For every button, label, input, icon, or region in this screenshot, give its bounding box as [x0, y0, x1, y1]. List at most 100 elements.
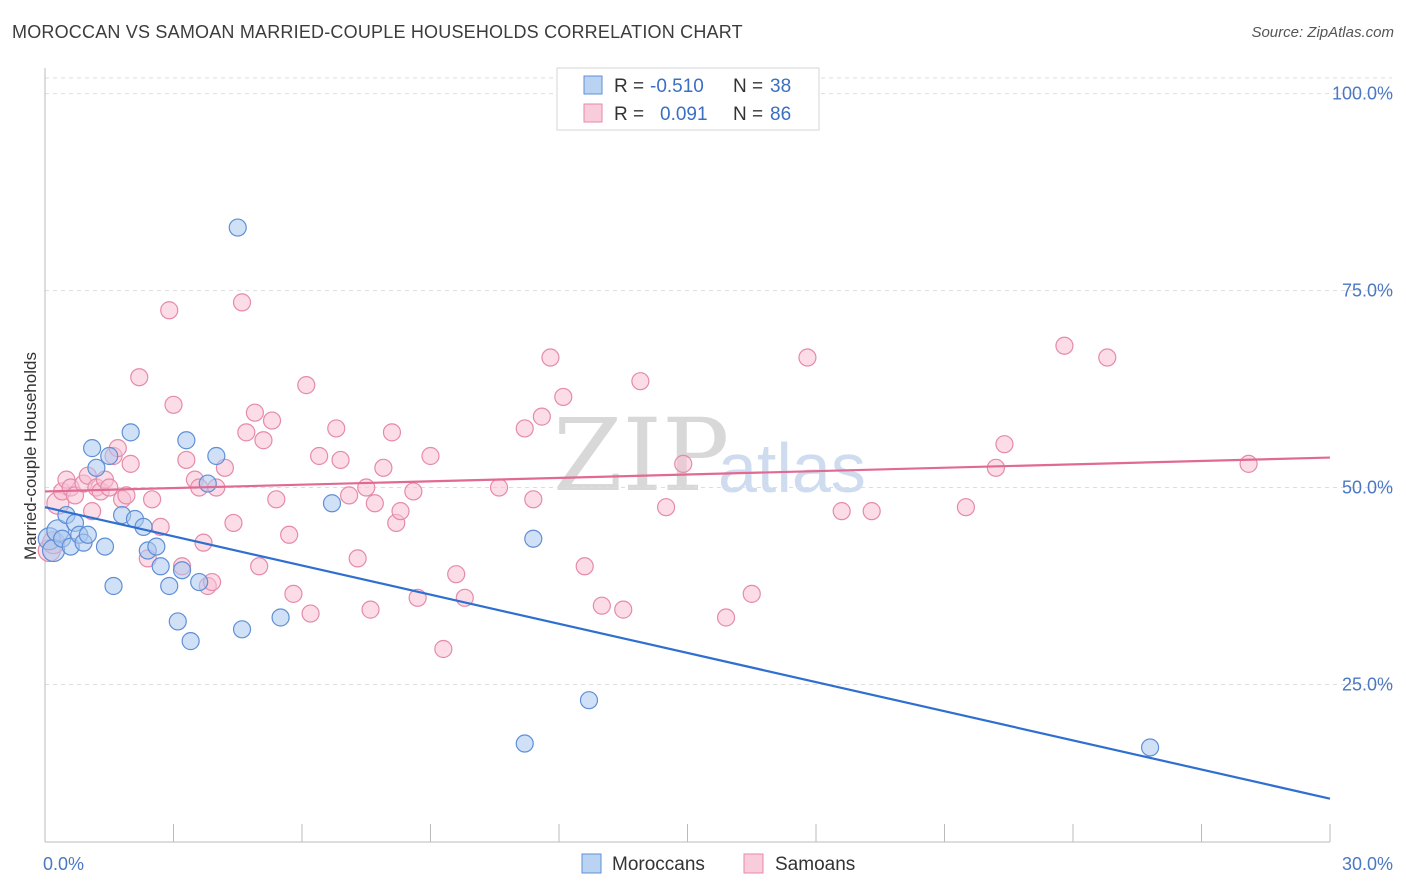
legend-swatch-samoans	[583, 103, 603, 123]
samoans-point-61	[434, 639, 453, 659]
samoans-point-68	[541, 348, 560, 367]
moroccans-point-21	[151, 557, 170, 576]
samoans-point-42	[280, 525, 299, 544]
top-legend: R = -0.510 N = 38 R = 0.091 N = 86	[556, 67, 820, 131]
samoans-point-75	[674, 454, 693, 473]
moroccans-point-11	[87, 458, 106, 477]
tick-labels: 25.0% 50.0% 75.0% 100.0% 0.0% 30.0%	[43, 84, 1393, 874]
samoans-point-50	[348, 549, 367, 568]
samoans-point-86	[1239, 454, 1258, 473]
samoans-point-71	[592, 596, 611, 615]
moroccans-point-31	[232, 620, 252, 639]
samoans-point-79	[832, 502, 851, 521]
samoans-point-9	[83, 502, 102, 521]
samoans-trend-line	[44, 456, 1331, 493]
bottom-legend-swatch-samoans	[743, 853, 764, 874]
moroccans-point-36	[579, 691, 599, 710]
samoans-point-26	[177, 450, 196, 470]
x-tick-label-1: 30.0%	[1342, 854, 1393, 874]
grid-lines	[45, 77, 1392, 685]
samoans-point-73	[631, 372, 650, 391]
samoans-point-43	[284, 584, 303, 603]
samoans-point-83	[995, 435, 1014, 454]
samoans-point-80	[862, 502, 881, 521]
samoans-point-76	[716, 608, 736, 627]
axes	[44, 68, 1331, 843]
bottom-legend: Moroccans Samoans	[581, 853, 855, 875]
y-tick-label-1: 50.0%	[1342, 478, 1393, 498]
samoans-point-19	[130, 368, 149, 387]
samoans-point-49	[340, 486, 359, 505]
samoans-point-62	[447, 565, 466, 584]
samoans-point-78	[798, 348, 817, 367]
moroccans-point-33	[322, 494, 342, 513]
samoans-point-23	[160, 301, 179, 320]
samoans-point-74	[656, 498, 676, 517]
moroccans-point-34	[524, 529, 543, 548]
samoans-point-17	[117, 486, 136, 505]
samoans-point-82	[986, 458, 1006, 477]
y-tick-label-0: 25.0%	[1342, 674, 1393, 694]
samoans-point-18	[121, 454, 140, 473]
legend-n-label-1: N =	[733, 104, 763, 125]
moroccans-point-25	[177, 431, 196, 450]
chart-title: MOROCCAN VS SAMOAN MARRIED-COUPLE HOUSEH…	[12, 22, 743, 42]
moroccans-point-16	[121, 423, 140, 442]
samoans-point-38	[250, 557, 269, 576]
moroccans-point-27	[190, 572, 209, 592]
moroccans-point-20	[147, 537, 166, 556]
moroccans-point-37	[1140, 738, 1160, 757]
samoans-point-57	[391, 502, 410, 521]
moroccans-point-35	[515, 734, 534, 753]
samoans-point-84	[1055, 336, 1074, 355]
legend-r-label-1: R =	[614, 104, 644, 125]
samoans-point-66	[524, 490, 543, 509]
source-credit: Source: ZipAtlas.com	[1251, 24, 1394, 41]
moroccans-point-14	[104, 576, 123, 596]
samoans-point-81	[956, 498, 976, 517]
samoans-point-55	[382, 423, 402, 442]
samoans-point-45	[301, 604, 320, 623]
moroccans-point-12	[95, 537, 115, 556]
bottom-legend-label-moroccans: Moroccans	[612, 854, 705, 875]
samoans-point-39	[254, 431, 273, 450]
x-tick-label-0: 0.0%	[43, 854, 84, 874]
moroccans-point-29	[207, 446, 226, 466]
samoans-point-46	[310, 446, 329, 466]
samoans-point-13	[100, 478, 119, 497]
samoans-point-77	[742, 584, 761, 603]
legend-n-value-1: 86	[770, 104, 791, 125]
samoans-point-47	[327, 419, 346, 438]
watermark-zip: ZIP	[553, 397, 729, 514]
y-tick-label-2: 75.0%	[1342, 281, 1393, 301]
moroccans-point-10	[83, 439, 102, 458]
samoans-point-34	[224, 513, 243, 533]
y-tick-label-3: 100.0%	[1332, 84, 1393, 104]
samoans-point-51	[357, 478, 376, 497]
legend-r-label-0: R =	[614, 76, 644, 97]
samoans-point-52	[361, 600, 380, 619]
samoans-point-24	[164, 395, 183, 414]
samoans-point-35	[232, 293, 252, 312]
samoans-point-67	[532, 407, 551, 426]
data-points	[37, 218, 1258, 757]
samoans-point-65	[515, 419, 534, 438]
watermark: ZIP atlas	[553, 397, 866, 514]
samoans-point-58	[404, 482, 423, 501]
samoans-point-64	[489, 478, 509, 497]
moroccans-point-9	[78, 525, 97, 544]
legend-r-value-0: -0.510	[650, 76, 704, 97]
y-axis-label: Married-couple Households	[21, 352, 40, 560]
samoans-point-54	[374, 458, 393, 477]
samoans-point-48	[331, 450, 350, 470]
legend-swatch-moroccans	[583, 75, 603, 95]
legend-n-value-0: 38	[770, 76, 791, 97]
samoans-point-44	[297, 376, 316, 395]
moroccans-point-18	[134, 517, 153, 536]
trend-lines	[44, 456, 1331, 800]
legend-r-value-1: 0.091	[660, 104, 708, 125]
samoans-point-21	[142, 490, 162, 509]
moroccans-point-23	[168, 612, 187, 631]
samoans-point-36	[237, 423, 256, 442]
